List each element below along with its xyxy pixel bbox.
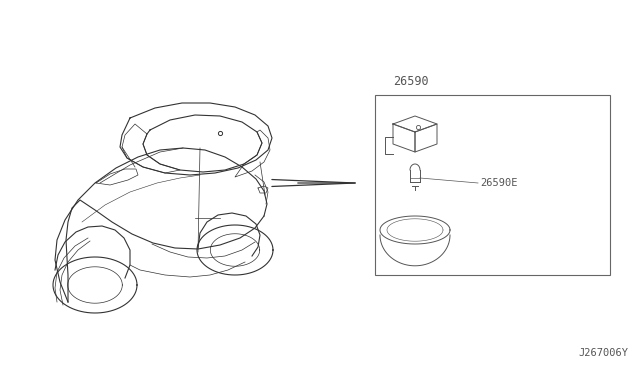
Text: 26590E: 26590E: [480, 178, 518, 188]
Text: J267006Y: J267006Y: [578, 348, 628, 358]
Bar: [375, 95, 610, 275]
Text: 26590: 26590: [393, 75, 429, 88]
